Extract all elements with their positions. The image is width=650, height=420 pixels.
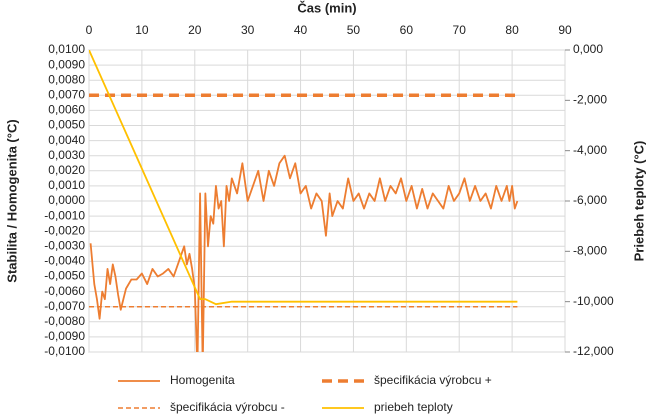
- y2-tick-label: -8,000: [573, 244, 607, 258]
- y2-tick-label: -6,000: [573, 193, 607, 207]
- y-tick-label: 0,0030: [48, 148, 85, 162]
- y2-axis-label: Priebeh teploty (°C): [631, 141, 646, 262]
- x-tick-label: 0: [86, 23, 93, 37]
- y-tick-label: 0,0090: [48, 57, 85, 71]
- legend-label: špecifikácia výrobcu +: [374, 373, 492, 387]
- x-tick-label: 40: [294, 23, 308, 37]
- y-tick-label: 0,0010: [48, 178, 85, 192]
- y2-tick-label: 0,000: [573, 42, 603, 56]
- y-tick-label: -0,0040: [44, 254, 85, 268]
- x-tick-label: 80: [505, 23, 519, 37]
- y-tick-label: 0,0040: [48, 133, 85, 147]
- y-tick-label: -0,0010: [44, 208, 85, 222]
- x-tick-label: 30: [241, 23, 255, 37]
- y-tick-label: 0,0100: [48, 42, 85, 56]
- y-tick-label: -0,0080: [44, 314, 85, 328]
- y-tick-label: -0,0020: [44, 223, 85, 237]
- series-line: [89, 154, 519, 352]
- y-tick-label: 0,0000: [48, 193, 85, 207]
- x-tick-label: 70: [453, 23, 467, 37]
- y2-tick-label: -10,000: [573, 294, 614, 308]
- y-tick-label: -0,0050: [44, 269, 85, 283]
- y-tick-label: -0,0070: [44, 299, 85, 313]
- x-tick-label: 10: [135, 23, 149, 37]
- x-tick-label: 60: [400, 23, 414, 37]
- x-axis-label: Čas (min): [297, 0, 356, 15]
- y-tick-label: -0,0090: [44, 329, 85, 343]
- y-tick-label: -0,0060: [44, 284, 85, 298]
- legend-label: špecifikácia výrobcu -: [170, 400, 285, 414]
- y2-tick-label: -2,000: [573, 93, 607, 107]
- y2-tick-label: -12,000: [573, 344, 614, 358]
- y-tick-label: 0,0070: [48, 87, 85, 101]
- x-tick-label: 20: [188, 23, 202, 37]
- y-tick-label: 0,0020: [48, 163, 85, 177]
- y-tick-label: 0,0060: [48, 103, 85, 117]
- y-axis-label: Stabilita / Homogenita (°C): [4, 119, 19, 282]
- legend-label: priebeh teploty: [374, 400, 453, 414]
- series-group: [89, 50, 519, 352]
- y-tick-label: 0,0050: [48, 118, 85, 132]
- x-tick-label: 50: [347, 23, 361, 37]
- x-tick-label: 90: [558, 23, 572, 37]
- legend-label: Homogenita: [170, 373, 235, 387]
- y-tick-label: -0,0030: [44, 238, 85, 252]
- y-tick-label: -0,0100: [44, 344, 85, 358]
- series-line: [89, 50, 518, 306]
- y2-tick-label: -4,000: [573, 143, 607, 157]
- y-tick-label: 0,0080: [48, 72, 85, 86]
